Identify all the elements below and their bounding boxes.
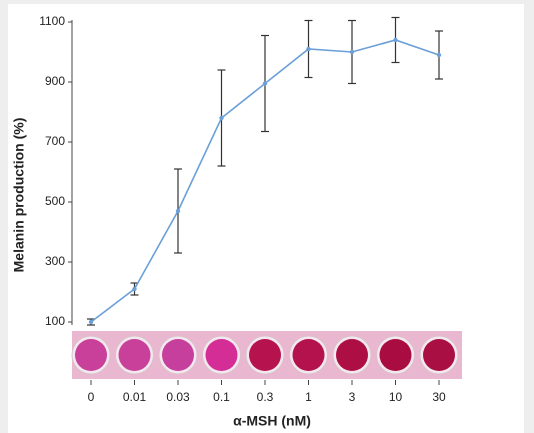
well xyxy=(379,339,412,371)
well xyxy=(336,339,368,371)
well xyxy=(205,339,238,371)
data-point xyxy=(393,37,398,43)
y-tick-label: 100 xyxy=(45,314,65,328)
y-tick-label: 500 xyxy=(45,194,65,208)
data-point xyxy=(88,319,94,325)
data-point xyxy=(436,52,442,58)
x-axis-title: α-MSH (nM) xyxy=(233,413,311,429)
y-tick-label: 700 xyxy=(45,134,65,148)
x-tick-label: 0 xyxy=(88,390,95,404)
x-tick-label: 0.1 xyxy=(213,390,230,404)
data-point xyxy=(306,46,311,52)
well xyxy=(162,339,194,371)
data-point xyxy=(262,81,268,86)
y-axis-title: Melanin production (%) xyxy=(11,118,27,273)
x-tick-label: 30 xyxy=(432,390,446,404)
y-tick-label: 900 xyxy=(45,74,65,88)
data-point xyxy=(349,49,355,55)
x-tick-label: 10 xyxy=(389,390,403,404)
data-point xyxy=(132,286,137,292)
x-tick-label: 0.03 xyxy=(166,390,190,404)
y-tick-label: 300 xyxy=(45,254,65,268)
well xyxy=(292,339,325,371)
data-point xyxy=(219,115,224,121)
x-tick-label: 3 xyxy=(349,390,356,404)
well xyxy=(75,339,107,371)
x-tick-label: 1 xyxy=(305,390,312,404)
well xyxy=(423,339,455,371)
x-tick-label: 0.3 xyxy=(257,390,274,404)
well xyxy=(249,339,281,371)
well xyxy=(118,339,151,371)
data-point xyxy=(175,208,181,214)
y-tick-label: 1100 xyxy=(39,14,65,28)
x-tick-label: 0.01 xyxy=(123,390,147,404)
